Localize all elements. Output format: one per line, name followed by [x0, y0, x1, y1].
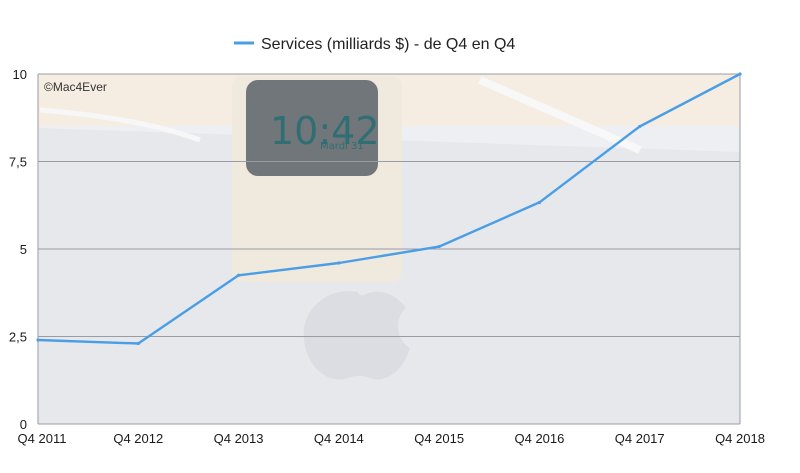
- x-tick-labels: Q4 2011 Q4 2012 Q4 2013 Q4 2014 Q4 2015 Q4 20…: [18, 431, 765, 446]
- data-point: [638, 124, 642, 129]
- grid-lines: [38, 73, 740, 337]
- earbud-cable: [478, 76, 642, 154]
- clock-day: Mardi 31: [320, 141, 364, 152]
- y-tick-labels: 0 2,5 5 7,5 10: [9, 67, 27, 432]
- data-point: [738, 72, 742, 76]
- x-tick-label: Q4 2014: [314, 431, 364, 446]
- clock-time: 10:42: [270, 109, 380, 153]
- data-point: [537, 200, 542, 205]
- data-point: [36, 338, 40, 342]
- x-tick-label: Q4 2018: [715, 431, 765, 446]
- x-tick-label: Q4 2013: [214, 431, 264, 446]
- x-tick-label: Q4 2011: [18, 431, 67, 446]
- y-tick-label: 10: [13, 67, 27, 82]
- y-tick-label: 7,5: [9, 155, 27, 170]
- y-tick-label: 2,5: [9, 330, 27, 345]
- x-tick-label: Q4 2012: [113, 431, 163, 446]
- data-point: [136, 341, 140, 346]
- x-tick-label: Q4 2015: [414, 431, 464, 446]
- legend: Services (milliards $) - de Q4 en Q4: [234, 36, 515, 53]
- cable-line: [39, 107, 201, 143]
- x-tick-label: Q4 2016: [514, 431, 564, 446]
- axes: [37, 74, 741, 425]
- retro-mac-screen: [246, 80, 378, 176]
- data-point: [437, 244, 441, 249]
- data-point: [236, 273, 241, 277]
- series-line: [36, 72, 742, 345]
- x-tick-label: Q4 2017: [615, 431, 665, 446]
- watermark-text: ©Mac4Ever: [44, 80, 107, 94]
- legend-label: Services (milliards $) - de Q4 en Q4: [261, 36, 515, 53]
- y-tick-label: 0: [20, 417, 27, 432]
- series-layer: [36, 72, 742, 346]
- data-point: [337, 261, 341, 265]
- apple-logo-icon: [303, 291, 410, 380]
- y-tick-label: 5: [20, 242, 27, 257]
